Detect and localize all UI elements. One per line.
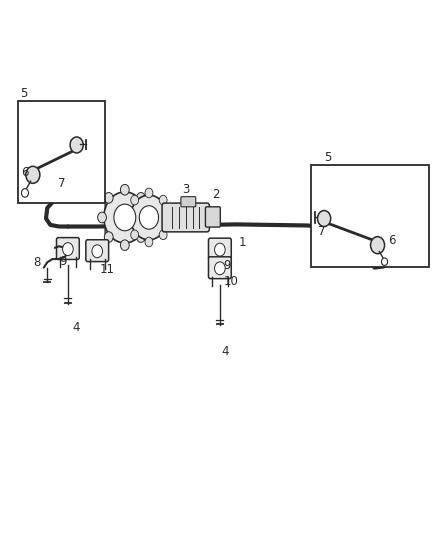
FancyBboxPatch shape [205, 207, 220, 227]
Text: 9: 9 [223, 259, 231, 272]
Circle shape [137, 192, 145, 203]
Text: 4: 4 [221, 345, 229, 358]
Circle shape [114, 204, 136, 231]
Text: 2: 2 [212, 188, 220, 201]
FancyBboxPatch shape [86, 240, 109, 262]
Circle shape [215, 262, 225, 275]
Circle shape [371, 237, 385, 254]
Circle shape [131, 230, 138, 240]
Circle shape [26, 166, 40, 183]
Circle shape [159, 230, 167, 240]
FancyBboxPatch shape [208, 238, 231, 260]
Circle shape [21, 189, 28, 197]
Text: 8: 8 [33, 256, 40, 269]
FancyBboxPatch shape [208, 257, 231, 279]
Circle shape [104, 192, 146, 243]
Circle shape [104, 192, 113, 203]
Circle shape [137, 232, 145, 243]
Circle shape [131, 195, 167, 240]
FancyBboxPatch shape [105, 199, 164, 236]
Bar [18, 101, 105, 203]
Text: 7: 7 [58, 177, 65, 190]
Circle shape [125, 213, 133, 222]
Text: 4: 4 [72, 321, 80, 334]
FancyBboxPatch shape [181, 197, 196, 207]
Text: 6: 6 [388, 235, 395, 247]
Circle shape [145, 188, 153, 198]
FancyBboxPatch shape [162, 203, 209, 232]
Circle shape [381, 258, 388, 265]
Bar [311, 165, 429, 266]
Circle shape [70, 137, 83, 153]
Text: 5: 5 [20, 87, 27, 100]
Circle shape [120, 184, 129, 195]
Circle shape [131, 195, 138, 205]
Text: 3: 3 [182, 183, 189, 196]
Text: 5: 5 [324, 151, 332, 164]
Circle shape [318, 211, 331, 227]
Circle shape [98, 212, 106, 223]
Text: 7: 7 [318, 225, 325, 238]
Circle shape [145, 237, 153, 247]
Circle shape [165, 213, 173, 222]
Circle shape [92, 245, 102, 257]
Text: 1: 1 [239, 236, 246, 249]
Circle shape [159, 195, 167, 205]
Circle shape [120, 240, 129, 251]
Circle shape [143, 212, 152, 223]
FancyBboxPatch shape [57, 238, 79, 260]
Text: 6: 6 [21, 166, 28, 179]
Text: 9: 9 [59, 255, 67, 268]
Text: 11: 11 [100, 263, 115, 276]
Text: 10: 10 [223, 275, 238, 288]
Circle shape [63, 243, 73, 255]
Circle shape [215, 243, 225, 256]
Circle shape [139, 206, 159, 229]
Circle shape [104, 232, 113, 243]
